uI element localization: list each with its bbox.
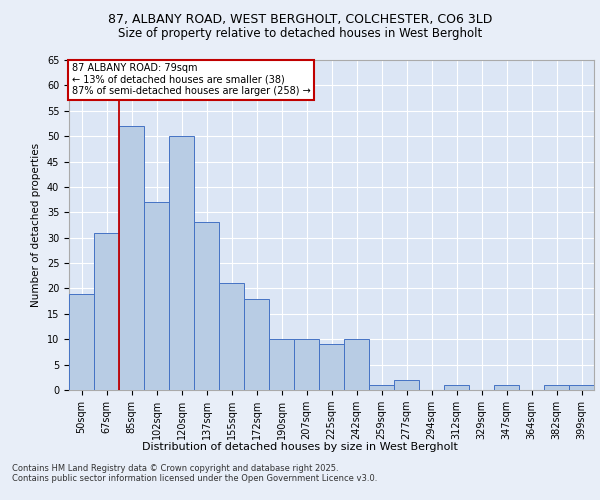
Text: 87 ALBANY ROAD: 79sqm
← 13% of detached houses are smaller (38)
87% of semi-deta: 87 ALBANY ROAD: 79sqm ← 13% of detached … xyxy=(71,64,310,96)
Bar xyxy=(119,126,144,390)
Bar xyxy=(369,385,394,390)
Bar xyxy=(219,284,244,390)
Bar xyxy=(94,232,119,390)
Y-axis label: Number of detached properties: Number of detached properties xyxy=(31,143,41,307)
Bar xyxy=(169,136,194,390)
Bar xyxy=(544,385,569,390)
Bar xyxy=(319,344,344,390)
Bar xyxy=(294,339,319,390)
Bar xyxy=(444,385,469,390)
Bar xyxy=(69,294,94,390)
Bar xyxy=(569,385,594,390)
Bar xyxy=(344,339,369,390)
Bar xyxy=(394,380,419,390)
Bar xyxy=(144,202,169,390)
Bar xyxy=(494,385,519,390)
Bar xyxy=(244,298,269,390)
Bar xyxy=(269,339,294,390)
Bar xyxy=(194,222,219,390)
Text: Distribution of detached houses by size in West Bergholt: Distribution of detached houses by size … xyxy=(142,442,458,452)
Text: Size of property relative to detached houses in West Bergholt: Size of property relative to detached ho… xyxy=(118,28,482,40)
Text: 87, ALBANY ROAD, WEST BERGHOLT, COLCHESTER, CO6 3LD: 87, ALBANY ROAD, WEST BERGHOLT, COLCHEST… xyxy=(108,12,492,26)
Text: Contains HM Land Registry data © Crown copyright and database right 2025.
Contai: Contains HM Land Registry data © Crown c… xyxy=(12,464,377,483)
